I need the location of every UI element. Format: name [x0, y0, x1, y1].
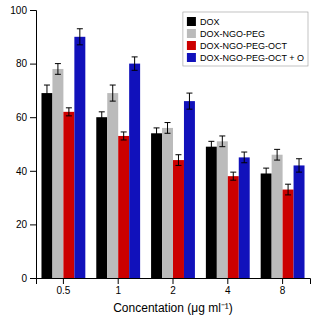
x-tick: 8: [280, 278, 286, 296]
x-tick-mark: [282, 278, 283, 284]
bar: [107, 93, 118, 278]
y-tick-mark: [30, 10, 36, 11]
x-tick: 4: [225, 278, 231, 296]
error-bar: [274, 149, 280, 160]
error-bar: [208, 141, 214, 152]
x-tick: 2: [170, 278, 176, 296]
x-axis-title: Concentation (μg ml⁻¹): [113, 301, 233, 315]
bar-series: [52, 64, 282, 278]
error-bar: [121, 132, 127, 140]
bar: [129, 64, 140, 278]
y-tick-mark: [30, 64, 36, 65]
y-tick-label: 0: [21, 273, 27, 284]
bar: [173, 160, 184, 278]
x-tick-mark: [227, 278, 228, 284]
y-tick-label: 40: [16, 166, 28, 177]
y-tick-mark: [30, 224, 36, 225]
error-bar: [66, 108, 72, 116]
bar: [162, 128, 173, 278]
x-axis-line: [37, 279, 311, 285]
bar: [151, 133, 162, 278]
bar: [52, 69, 63, 278]
legend-swatch: [187, 41, 196, 50]
error-bar: [241, 152, 247, 163]
bar: [272, 155, 283, 278]
bar: [184, 101, 195, 278]
error-bar: [219, 136, 225, 147]
legend: DOX DOX-NGO-PEG DOX-NGO-PEG-OCT DOX-NGO-PEG…: [183, 12, 308, 66]
legend-swatch: [187, 29, 196, 38]
bar: [206, 147, 217, 278]
y-tick: 80: [16, 58, 36, 69]
x-axis: 0.5 1 2 4 8: [37, 278, 311, 296]
y-tick-label: 100: [10, 5, 27, 16]
y-tick-label: 20: [16, 219, 28, 230]
bar: [228, 176, 239, 278]
legend-swatch: [187, 17, 196, 26]
error-bar: [263, 168, 269, 179]
error-bar: [175, 155, 181, 166]
error-bar: [154, 128, 160, 139]
x-tick-mark: [118, 278, 119, 284]
error-bar: [44, 85, 50, 101]
bar: [96, 117, 107, 278]
bar: [261, 173, 272, 278]
x-tick-mark: [173, 278, 174, 284]
y-tick: 0: [21, 273, 36, 284]
error-bar: [99, 112, 105, 123]
y-tick-label: 60: [16, 112, 28, 123]
x-tick-label: 8: [280, 285, 286, 296]
error-bar: [296, 159, 302, 172]
y-axis: 0 20 40 60 80 100: [10, 5, 36, 284]
x-tick: 1: [115, 278, 121, 296]
error-bar: [77, 29, 83, 45]
y-tick-mark: [30, 171, 36, 172]
y-tick: 60: [16, 112, 36, 123]
bar: [217, 141, 228, 278]
error-bar: [230, 172, 236, 180]
bar: [41, 93, 52, 278]
chart: 0 20 40 60 80 100 0.5 1 2 4 8 Concentation (μg ml⁻¹…: [0, 0, 320, 320]
error-bar: [132, 57, 138, 70]
error-bar: [110, 85, 116, 101]
bar: [283, 190, 294, 278]
y-axis-line: [30, 11, 37, 279]
x-tick-mark: [63, 278, 64, 284]
x-tick-label: 4: [225, 285, 231, 296]
bar: [63, 112, 74, 278]
legend-label: DOX-NGO-PEG-OCT: [200, 41, 288, 51]
legend-label: DOX-NGO-PEG: [200, 29, 265, 39]
legend-swatch: [187, 53, 196, 62]
plot: 0 20 40 60 80 100 0.5 1 2 4 8: [10, 5, 310, 296]
legend-label: DOX-NGO-PEG-OCT + O: [200, 53, 304, 63]
error-bar: [55, 64, 61, 75]
bar: [118, 136, 129, 278]
x-tick-label: 1: [115, 285, 121, 296]
x-tick-label: 2: [170, 285, 176, 296]
y-tick-mark: [30, 117, 36, 118]
x-tick: 0.5: [56, 278, 70, 296]
bar: [294, 165, 305, 278]
legend-label: DOX: [200, 17, 220, 27]
error-bar: [165, 123, 171, 134]
bar: [239, 157, 250, 278]
y-tick-label: 80: [16, 58, 28, 69]
y-tick: 100: [10, 5, 36, 16]
legend-box: [183, 12, 308, 66]
error-bar: [285, 184, 291, 195]
y-tick-mark: [30, 278, 36, 279]
error-bar: [186, 93, 192, 109]
y-tick: 40: [16, 166, 36, 177]
x-tick-label: 0.5: [56, 285, 70, 296]
y-tick: 20: [16, 219, 36, 230]
bar-series: [63, 108, 293, 278]
bar: [74, 37, 85, 278]
